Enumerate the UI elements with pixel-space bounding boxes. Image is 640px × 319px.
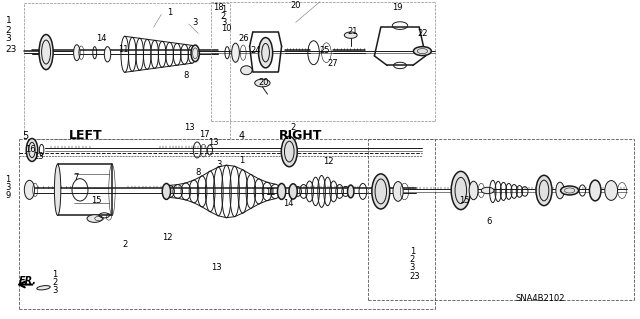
Text: 22: 22 (417, 29, 428, 38)
Text: 11: 11 (266, 188, 276, 197)
Ellipse shape (289, 184, 298, 199)
Text: 25: 25 (320, 46, 330, 55)
Ellipse shape (282, 137, 298, 167)
Text: 3: 3 (6, 34, 12, 43)
Ellipse shape (372, 174, 390, 209)
Text: 20: 20 (291, 1, 301, 10)
Text: 1: 1 (221, 5, 226, 14)
Text: 16: 16 (25, 145, 35, 153)
Text: 7: 7 (74, 173, 79, 182)
Text: 5: 5 (22, 131, 28, 141)
Text: 20: 20 (259, 78, 269, 87)
Circle shape (561, 186, 579, 195)
Text: 3: 3 (5, 183, 10, 192)
Text: 8: 8 (183, 70, 188, 79)
Ellipse shape (36, 286, 51, 290)
Text: 1: 1 (410, 247, 415, 256)
Ellipse shape (536, 175, 552, 206)
Ellipse shape (589, 180, 601, 201)
Text: 3: 3 (410, 263, 415, 271)
Text: 3: 3 (193, 18, 198, 27)
Ellipse shape (259, 38, 273, 68)
Text: 15: 15 (91, 197, 101, 205)
Ellipse shape (191, 45, 200, 62)
Text: 13: 13 (184, 122, 195, 131)
Text: 11: 11 (118, 45, 128, 54)
Ellipse shape (241, 66, 252, 75)
Text: 10: 10 (221, 24, 231, 33)
Text: 24: 24 (251, 46, 261, 55)
Ellipse shape (451, 171, 470, 210)
Text: 9: 9 (5, 191, 10, 200)
Text: 1: 1 (5, 175, 10, 184)
Text: 12: 12 (323, 157, 333, 166)
Text: 2: 2 (123, 240, 128, 249)
Text: 3: 3 (221, 18, 226, 27)
Text: 3: 3 (216, 160, 221, 169)
Text: 18: 18 (213, 3, 224, 11)
Text: 1: 1 (6, 16, 12, 25)
Text: RIGHT: RIGHT (278, 130, 322, 143)
Text: 27: 27 (328, 59, 338, 68)
Ellipse shape (278, 183, 286, 199)
Ellipse shape (163, 183, 170, 199)
Text: 13: 13 (33, 152, 44, 161)
Text: 8: 8 (195, 168, 200, 177)
Text: LEFT: LEFT (69, 130, 103, 143)
Ellipse shape (54, 164, 61, 215)
Text: 23: 23 (6, 45, 17, 54)
Text: SNA4B2102: SNA4B2102 (515, 294, 564, 303)
Text: 2: 2 (410, 255, 415, 263)
Ellipse shape (24, 180, 35, 199)
Text: 14: 14 (96, 34, 106, 43)
Ellipse shape (348, 185, 354, 198)
Text: 14: 14 (283, 199, 293, 208)
Text: FR.: FR. (19, 276, 37, 286)
Text: 17: 17 (199, 130, 209, 139)
Text: 4: 4 (238, 131, 244, 141)
Circle shape (413, 47, 431, 56)
Text: 1: 1 (52, 271, 58, 279)
Text: 13: 13 (209, 138, 219, 147)
Text: 15: 15 (459, 196, 469, 204)
Text: 12: 12 (163, 233, 173, 242)
Circle shape (87, 215, 102, 222)
Ellipse shape (605, 181, 618, 200)
Circle shape (481, 187, 494, 194)
Ellipse shape (556, 182, 564, 199)
Text: 13: 13 (211, 263, 221, 271)
Text: 23: 23 (410, 272, 420, 281)
Ellipse shape (232, 43, 239, 62)
Ellipse shape (393, 182, 403, 201)
Text: 6: 6 (486, 217, 492, 226)
Ellipse shape (26, 138, 38, 161)
Circle shape (344, 32, 357, 38)
Text: 21: 21 (348, 27, 358, 36)
Text: 19: 19 (392, 3, 403, 12)
Text: 1: 1 (239, 156, 244, 165)
Circle shape (255, 79, 270, 87)
Text: 26: 26 (239, 34, 249, 43)
Ellipse shape (74, 45, 80, 61)
Text: 1: 1 (167, 8, 172, 17)
Ellipse shape (469, 181, 478, 200)
Text: 2: 2 (52, 278, 58, 287)
Ellipse shape (104, 47, 111, 62)
Ellipse shape (39, 34, 53, 70)
Text: 2: 2 (6, 26, 12, 35)
Text: 2: 2 (291, 122, 296, 131)
Text: 3: 3 (52, 286, 58, 295)
Text: 2: 2 (221, 11, 226, 20)
